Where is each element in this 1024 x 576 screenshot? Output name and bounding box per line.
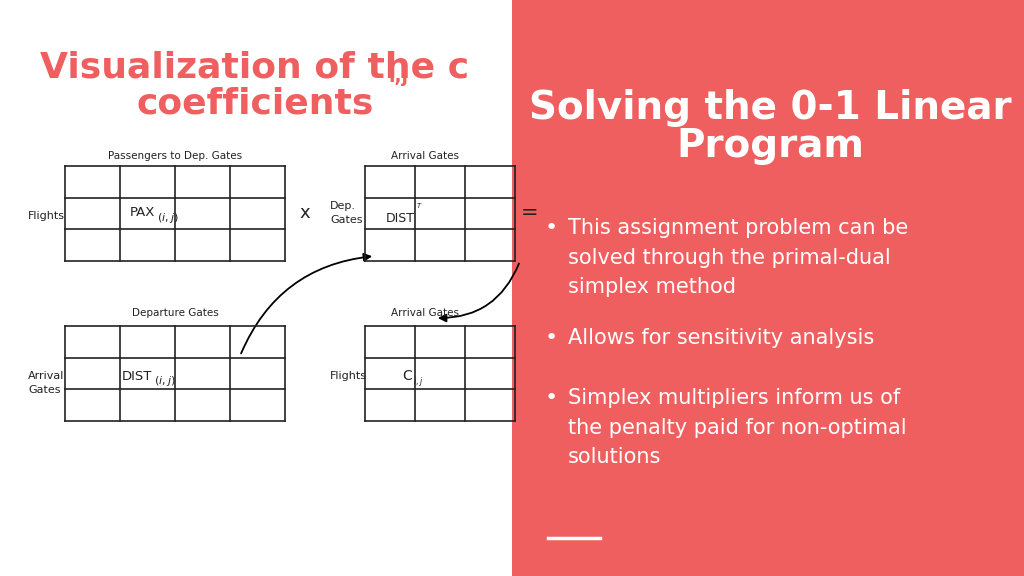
Text: DIST: DIST — [386, 211, 415, 225]
Text: DIST: DIST — [122, 369, 152, 382]
Text: coefficients: coefficients — [136, 87, 374, 121]
Text: Dep.
Gates: Dep. Gates — [330, 202, 362, 225]
Text: Visualization of the c: Visualization of the c — [40, 51, 470, 85]
Text: Arrival
Gates: Arrival Gates — [28, 372, 65, 395]
Text: Program: Program — [676, 127, 864, 165]
Text: •: • — [545, 218, 558, 238]
Text: Departure Gates: Departure Gates — [132, 308, 218, 318]
Text: Allows for sensitivity analysis: Allows for sensitivity analysis — [568, 328, 874, 348]
Text: •: • — [545, 388, 558, 408]
Text: $^T$: $^T$ — [416, 203, 423, 213]
Text: i,j: i,j — [388, 66, 408, 85]
Text: Simplex multipliers inform us of
the penalty paid for non-optimal
solutions: Simplex multipliers inform us of the pen… — [568, 388, 906, 467]
Text: Flights: Flights — [330, 371, 367, 381]
Text: C: C — [402, 369, 412, 383]
Text: •: • — [545, 328, 558, 348]
Text: PAX: PAX — [130, 207, 155, 219]
Text: Passengers to Dep. Gates: Passengers to Dep. Gates — [108, 151, 242, 161]
Text: Arrival Gates: Arrival Gates — [391, 151, 459, 161]
Text: Flights: Flights — [28, 211, 65, 221]
Text: Solving the 0-1 Linear: Solving the 0-1 Linear — [528, 89, 1012, 127]
Text: $_{i,j}$: $_{i,j}$ — [413, 374, 423, 389]
Text: This assignment problem can be
solved through the primal-dual
simplex method: This assignment problem can be solved th… — [568, 218, 908, 297]
Text: x: x — [300, 204, 310, 222]
FancyArrowPatch shape — [241, 254, 371, 354]
Text: $(i,j)$: $(i,j)$ — [154, 374, 176, 388]
Bar — [512, 0, 1024, 576]
Text: $(i,j)$: $(i,j)$ — [157, 211, 178, 225]
Text: =: = — [521, 203, 539, 223]
Text: Arrival Gates: Arrival Gates — [391, 308, 459, 318]
FancyArrowPatch shape — [439, 264, 519, 321]
